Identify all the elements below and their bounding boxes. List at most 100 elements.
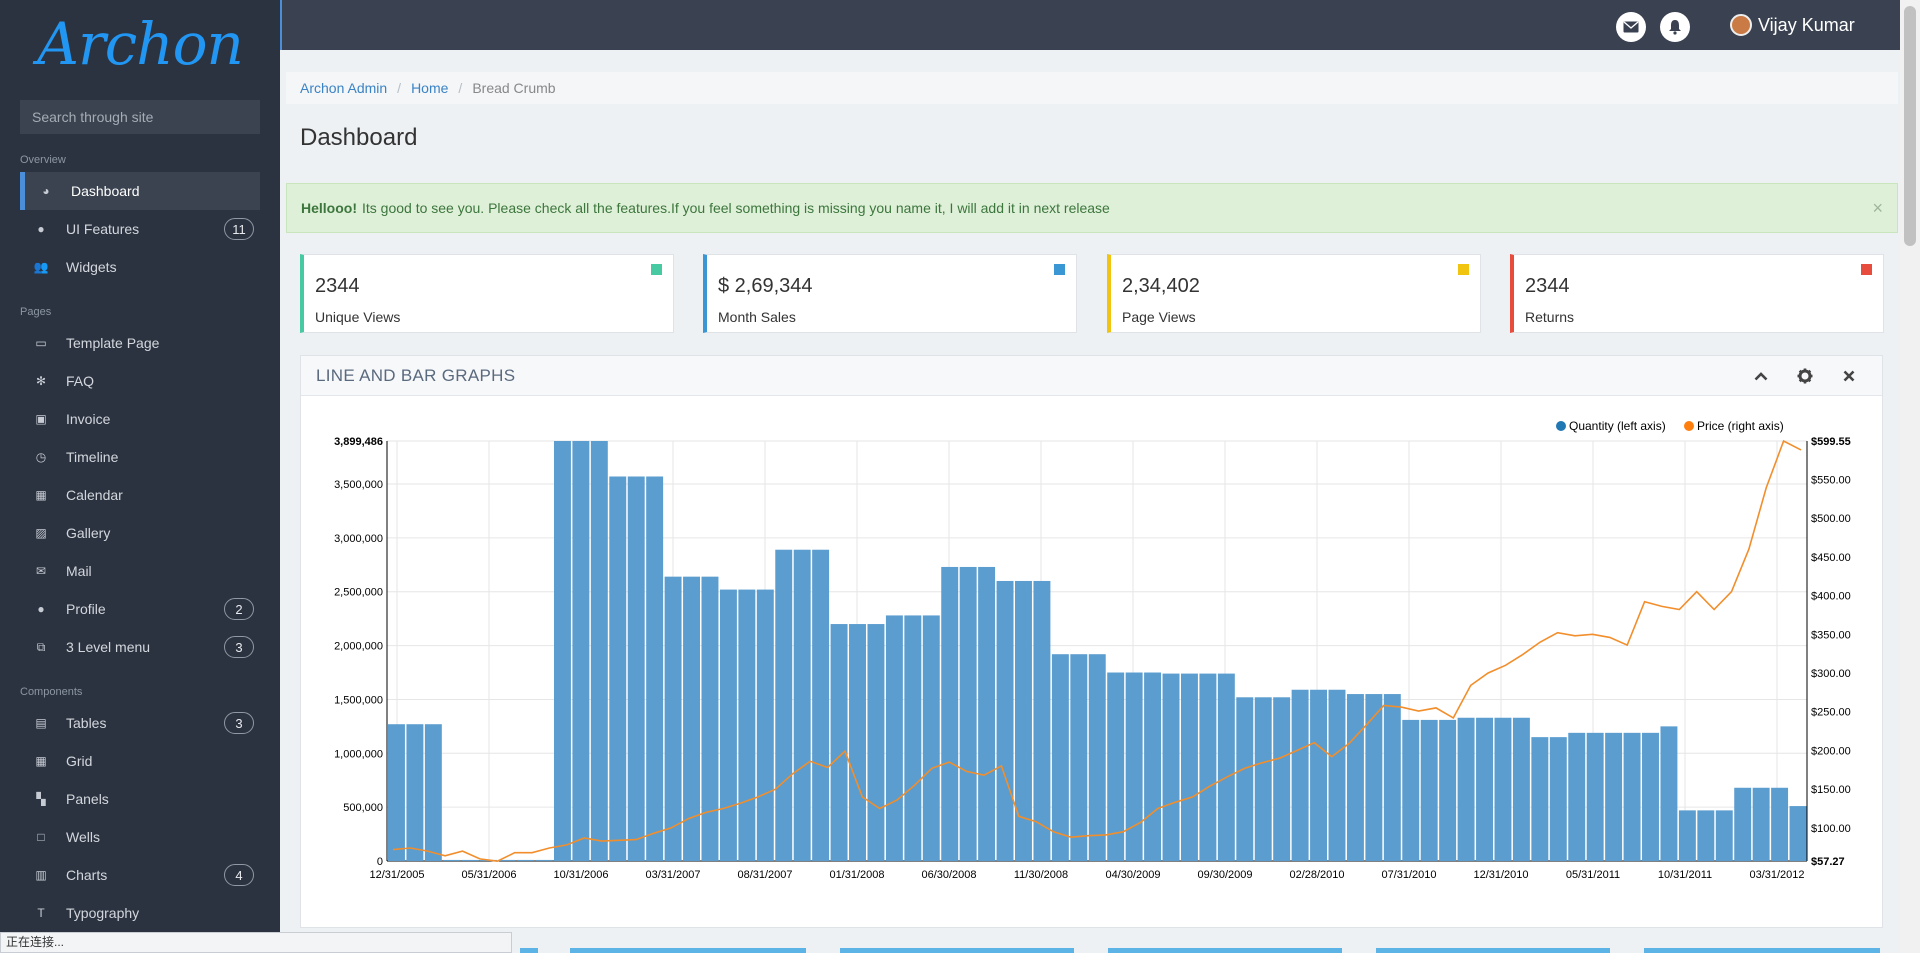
sitemap-icon: ⧉ xyxy=(36,639,46,654)
sidebar-item-widgets[interactable]: 👥 Widgets xyxy=(0,248,280,286)
settings-button[interactable] xyxy=(1794,365,1816,387)
sidebar-item-typography[interactable]: T Typography xyxy=(0,894,280,932)
sidebar-item-label: Gallery xyxy=(66,525,111,541)
close-panel-button[interactable] xyxy=(1838,365,1860,387)
legend-marker xyxy=(1684,421,1694,431)
bar-quantity xyxy=(996,580,1014,861)
sidebar-item-invoice[interactable]: ▣ Invoice xyxy=(0,400,280,438)
scrollbar-thumb[interactable] xyxy=(1904,6,1916,246)
sidebar-item-label: Template Page xyxy=(66,335,160,351)
bar-quantity xyxy=(498,859,516,861)
user-menu[interactable]: Vijay Kumar xyxy=(1730,14,1855,36)
bar-quantity xyxy=(793,549,811,861)
stat-label: Returns xyxy=(1525,309,1575,325)
bar-quantity xyxy=(1273,697,1291,861)
square-icon: □ xyxy=(37,830,45,844)
stat-color-marker xyxy=(1458,264,1469,275)
collapse-button[interactable] xyxy=(1750,365,1772,387)
bar-quantity xyxy=(1180,673,1198,861)
x-tick-label: 10/31/2011 xyxy=(1658,869,1712,881)
page-title: Dashboard xyxy=(300,124,418,151)
legend-label: Price (right axis) xyxy=(1697,419,1784,433)
bar-quantity xyxy=(627,476,645,861)
y-left-tick-label: 1,000,000 xyxy=(334,748,383,760)
sidebar-item-faq[interactable]: ✻ FAQ xyxy=(0,362,280,400)
sidebar-item-profile[interactable]: ● Profile 2 xyxy=(0,590,280,628)
sidebar-item-gallery[interactable]: ▨ Gallery xyxy=(0,514,280,552)
sidebar-item-template-page[interactable]: ▭ Template Page xyxy=(0,324,280,362)
sidebar-item-panels[interactable]: ▚ Panels xyxy=(0,780,280,818)
x-tick-label: 02/28/2010 xyxy=(1289,869,1344,881)
y-right-tick-label: $300.00 xyxy=(1811,668,1851,680)
card-strip xyxy=(1108,948,1342,953)
sidebar-item-mail[interactable]: ✉ Mail xyxy=(0,552,280,590)
section-label-components: Components xyxy=(20,686,83,698)
x-tick-label: 08/31/2007 xyxy=(737,869,792,881)
bar-quantity xyxy=(904,615,922,861)
bar-quantity xyxy=(609,476,627,861)
sidebar-item-3-level-menu[interactable]: ⧉ 3 Level menu 3 xyxy=(0,628,280,666)
alert-close-button[interactable]: × xyxy=(1872,198,1883,218)
sidebar-item-wells[interactable]: □ Wells xyxy=(0,818,280,856)
y-right-tick-label: $150.00 xyxy=(1811,784,1851,796)
bell-icon xyxy=(1669,20,1681,35)
sidebar-item-label: UI Features xyxy=(66,221,140,237)
bar-quantity xyxy=(1033,580,1051,861)
bar-quantity xyxy=(443,859,461,861)
sidebar-item-label: Typography xyxy=(66,905,140,921)
sidebar-item-calendar[interactable]: ▦ Calendar xyxy=(0,476,280,514)
breadcrumb-separator: / xyxy=(458,80,463,96)
sidebar-item-timeline[interactable]: ◷ Timeline xyxy=(0,438,280,476)
chevron-up-icon xyxy=(1754,372,1768,381)
brand-logo[interactable]: Archon xyxy=(0,0,280,88)
sidebar-item-charts[interactable]: ▥ Charts 4 xyxy=(0,856,280,894)
card-strip xyxy=(840,948,1074,953)
sidebar-item-label: Mail xyxy=(66,563,92,579)
sidebar-item-dashboard[interactable]: ◕ Dashboard xyxy=(20,172,260,210)
bar-chart-icon: ▥ xyxy=(35,868,47,882)
x-tick-label: 05/31/2011 xyxy=(1566,869,1620,881)
section-label-overview: Overview xyxy=(20,154,66,166)
x-tick-label: 10/31/2006 xyxy=(553,869,608,881)
bar-quantity xyxy=(719,589,737,861)
search-input[interactable] xyxy=(20,100,260,134)
y-right-tick-label: $400.00 xyxy=(1811,591,1851,603)
bar-quantity xyxy=(535,859,553,861)
bar-quantity xyxy=(1623,732,1641,861)
x-tick-label: 05/31/2006 xyxy=(461,869,516,881)
alert-text: Its good to see you. Please check all th… xyxy=(362,200,1110,216)
bar-quantity xyxy=(461,859,479,861)
sidebar-item-ui-features[interactable]: ● UI Features 11 xyxy=(0,210,280,248)
notifications-button[interactable] xyxy=(1660,12,1690,42)
mail-button[interactable] xyxy=(1616,12,1646,42)
y-right-tick-label: $57.27 xyxy=(1811,856,1845,868)
grid-icon: ▦ xyxy=(35,754,47,768)
bar-quantity xyxy=(1015,580,1032,861)
x-tick-label: 07/31/2010 xyxy=(1381,869,1436,881)
bar-quantity xyxy=(959,566,977,861)
bar-quantity xyxy=(1549,737,1567,861)
y-right-tick-label: $550.00 xyxy=(1811,474,1851,486)
y-left-tick-label: 500,000 xyxy=(343,802,383,814)
bar-quantity xyxy=(1642,732,1659,861)
breadcrumb-archon-admin[interactable]: Archon Admin xyxy=(300,80,388,96)
bar-quantity xyxy=(388,724,405,861)
bar-quantity xyxy=(1457,717,1475,861)
sidebar-item-tables[interactable]: ▤ Tables 3 xyxy=(0,704,280,742)
stat-card-page-views: 2,34,402 Page Views xyxy=(1107,254,1481,333)
page-scrollbar[interactable] xyxy=(1900,0,1920,953)
users-icon: 👥 xyxy=(33,260,49,274)
bar-quantity xyxy=(1771,787,1789,861)
y-right-tick-label: $350.00 xyxy=(1811,629,1851,641)
alert-strong: Hellooo! xyxy=(301,200,357,216)
y-left-tick-label: 3,899,486 xyxy=(334,436,383,448)
sidebar-item-grid[interactable]: ▦ Grid xyxy=(0,742,280,780)
calendar-icon: ▦ xyxy=(35,488,47,502)
sidebar-item-label: FAQ xyxy=(66,373,95,389)
bar-quantity xyxy=(1586,732,1604,861)
welcome-alert: Hellooo! Its good to see you. Please che… xyxy=(286,183,1898,233)
price-line xyxy=(392,439,1802,863)
count-badge: 2 xyxy=(224,598,254,620)
breadcrumb-home[interactable]: Home xyxy=(411,80,449,96)
bar-quantity xyxy=(1715,810,1733,861)
